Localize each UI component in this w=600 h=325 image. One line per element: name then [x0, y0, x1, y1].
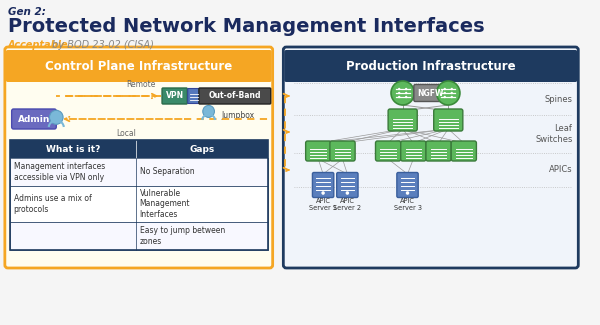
Text: Local: Local: [116, 129, 136, 138]
Circle shape: [322, 191, 325, 195]
FancyBboxPatch shape: [305, 141, 331, 161]
FancyBboxPatch shape: [397, 173, 418, 198]
FancyBboxPatch shape: [451, 141, 476, 161]
Circle shape: [406, 191, 409, 195]
Text: No Separation: No Separation: [140, 167, 194, 176]
FancyBboxPatch shape: [376, 141, 401, 161]
FancyBboxPatch shape: [199, 88, 271, 104]
FancyBboxPatch shape: [284, 50, 577, 82]
Text: VPN: VPN: [166, 92, 184, 100]
Text: Gen 2:: Gen 2:: [8, 7, 46, 17]
Circle shape: [405, 88, 407, 90]
Circle shape: [405, 92, 407, 94]
Text: APIC
Server 2: APIC Server 2: [334, 198, 361, 211]
FancyBboxPatch shape: [283, 47, 578, 268]
Bar: [10, 140, 268, 158]
Circle shape: [451, 96, 453, 98]
Text: APICs: APICs: [549, 165, 572, 175]
FancyBboxPatch shape: [162, 88, 187, 104]
Text: Leaf
Switches: Leaf Switches: [535, 124, 572, 144]
Text: Acceptable: Acceptable: [8, 40, 68, 50]
Text: Management interfaces
accessible via VPN only: Management interfaces accessible via VPN…: [14, 162, 105, 182]
Circle shape: [405, 96, 407, 98]
Bar: [10, 140, 268, 250]
Text: NGFW: NGFW: [418, 88, 444, 98]
FancyBboxPatch shape: [11, 109, 56, 129]
Circle shape: [443, 96, 446, 98]
FancyBboxPatch shape: [188, 88, 200, 103]
Circle shape: [451, 92, 453, 94]
Text: Remote: Remote: [126, 80, 155, 89]
FancyBboxPatch shape: [6, 50, 272, 82]
Text: What is it?: What is it?: [46, 145, 100, 153]
Circle shape: [346, 191, 349, 195]
Circle shape: [398, 96, 400, 98]
Bar: [10, 186, 268, 222]
Circle shape: [443, 92, 446, 94]
Circle shape: [443, 88, 446, 90]
FancyBboxPatch shape: [401, 141, 426, 161]
Text: Admins use a mix of
protocols: Admins use a mix of protocols: [14, 194, 91, 214]
FancyBboxPatch shape: [330, 141, 355, 161]
Text: APIC
Server 1: APIC Server 1: [309, 198, 337, 211]
Circle shape: [203, 105, 214, 117]
FancyBboxPatch shape: [426, 141, 451, 161]
Text: Out-of-Band: Out-of-Band: [209, 92, 261, 100]
Circle shape: [49, 110, 63, 124]
FancyBboxPatch shape: [5, 47, 272, 268]
Text: Production Infrastructure: Production Infrastructure: [346, 59, 515, 72]
Circle shape: [391, 81, 415, 105]
Text: Jumpbox: Jumpbox: [221, 111, 254, 120]
FancyBboxPatch shape: [414, 84, 448, 101]
FancyBboxPatch shape: [388, 109, 417, 131]
Text: Gaps: Gaps: [189, 145, 214, 153]
Text: Vulnerable
Management
Interfaces: Vulnerable Management Interfaces: [140, 189, 190, 219]
Text: Protected Network Management Interfaces: Protected Network Management Interfaces: [8, 17, 484, 36]
Text: by BOD 23-02 (CISA): by BOD 23-02 (CISA): [49, 40, 154, 50]
Circle shape: [451, 88, 453, 90]
Text: Control Plane Infrastructure: Control Plane Infrastructure: [45, 59, 232, 72]
Text: APIC
Server 3: APIC Server 3: [394, 198, 422, 211]
FancyBboxPatch shape: [313, 173, 334, 198]
Circle shape: [437, 81, 460, 105]
FancyBboxPatch shape: [434, 109, 463, 131]
Bar: [10, 158, 268, 186]
Text: Spines: Spines: [544, 95, 572, 103]
FancyBboxPatch shape: [337, 173, 358, 198]
Bar: [10, 222, 268, 250]
Text: Admin: Admin: [18, 114, 50, 124]
Text: Easy to jump between
zones: Easy to jump between zones: [140, 226, 225, 246]
Circle shape: [398, 88, 400, 90]
Circle shape: [398, 92, 400, 94]
